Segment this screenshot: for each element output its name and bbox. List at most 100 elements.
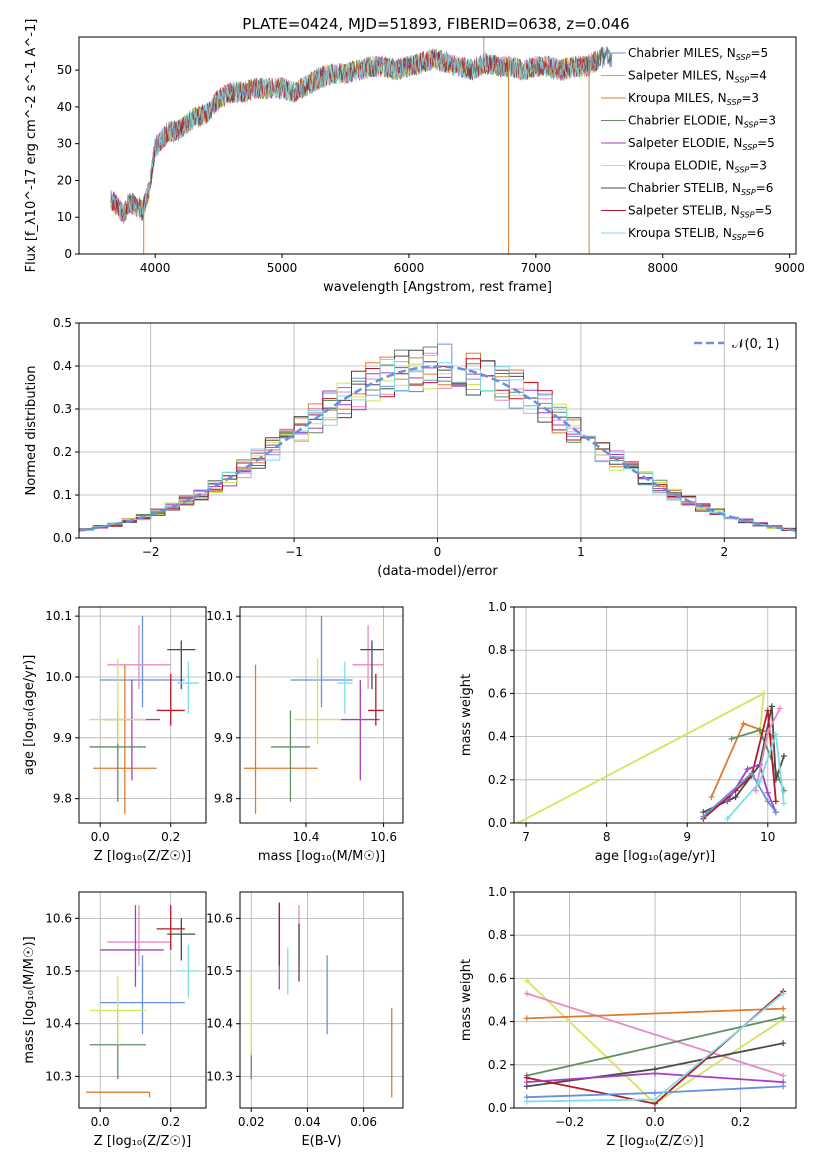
x-axis-label: mass [log₁₀(M/M☉)] <box>258 849 385 864</box>
weight-marker <box>768 703 775 710</box>
y-tick-label: 10.6 <box>206 911 233 925</box>
x-tick-label: 1 <box>577 545 585 559</box>
legend-label: Kroupa ELODIE, NSSP=3 <box>628 159 767 175</box>
weight-marker <box>756 727 763 734</box>
weight-marker <box>764 789 771 796</box>
histogram-series <box>79 367 796 533</box>
x-tick-label: 0.0 <box>91 830 110 844</box>
axes-frame <box>78 36 797 255</box>
y-tick-label: 0.8 <box>488 643 507 657</box>
x-tick-label: 0.02 <box>238 1115 265 1129</box>
x-tick-label: 0.06 <box>350 1115 377 1129</box>
y-tick-label: 9.9 <box>53 731 72 745</box>
y-tick-label: 0.2 <box>488 773 507 787</box>
y-tick-label: 9.9 <box>214 731 233 745</box>
weight-marker <box>728 735 735 742</box>
y-tick-label: 1.0 <box>488 600 507 614</box>
x-tick-label: 10.6 <box>370 830 397 844</box>
plot-area <box>110 37 613 254</box>
weight-marker <box>523 1098 530 1105</box>
axes-frame <box>78 606 207 824</box>
histogram-series <box>79 355 796 533</box>
y-tick-label: 10.3 <box>206 1069 233 1083</box>
x-tick-label: 8000 <box>647 261 678 275</box>
axes-weight_vs_age: 7 8 9 10 0.0 0.2 0.4 0.6 0.8 1.0 age [log₁₀(age/yr… <box>459 600 797 864</box>
normal-curve <box>79 365 796 532</box>
legend-label: Chabrier ELODIE, NSSP=3 <box>628 114 776 130</box>
y-tick-label: 30 <box>57 137 72 151</box>
weight-marker <box>724 815 731 822</box>
y-tick-label: 0.2 <box>53 445 72 459</box>
axes-age_vs_mass: 10.4 10.6 9.8 9.9 10.0 10.1 mass [log₁₀(M/M☉)] <box>206 606 404 864</box>
y-tick-label: 10.0 <box>206 670 233 684</box>
y-tick-label: 10.6 <box>45 911 72 925</box>
legend-label: Kroupa STELIB, NSSP=6 <box>628 226 764 242</box>
weight-marker <box>740 720 747 727</box>
y-axis-label: mass weight <box>459 959 474 1041</box>
y-axis-label: age [log₁₀(age/yr)] <box>22 655 37 776</box>
x-tick-label: 5000 <box>267 261 298 275</box>
x-tick-label: 0.2 <box>161 830 180 844</box>
weight-marker <box>744 766 751 772</box>
axes-mass_vs_Z: 0.0 0.2 10.3 10.4 10.5 10.6 Z [log₁₀(Z/Z☉)] mas… <box>22 891 207 1149</box>
x-tick-label: 0.0 <box>645 1115 664 1129</box>
y-tick-label: 10.1 <box>45 609 72 623</box>
y-tick-label: 10.3 <box>45 1069 72 1083</box>
x-axis-label: Z [log₁₀(Z/Z☉)] <box>606 1134 703 1149</box>
legend-label: 𝒩(0, 1) <box>732 337 779 352</box>
legend: Chabrier MILES, NSSP=5 Salpeter MILES, NS… <box>601 46 776 242</box>
y-tick-label: 10.1 <box>206 609 233 623</box>
weight-marker <box>708 794 715 801</box>
plot-area <box>515 690 787 823</box>
axes-frame <box>513 891 797 1109</box>
histogram-series <box>79 352 796 532</box>
weight-marker <box>523 977 530 984</box>
y-tick-label: 20 <box>57 173 72 187</box>
x-tick-label: 0.04 <box>294 1115 321 1129</box>
weight-series <box>702 706 785 814</box>
weight-marker <box>764 798 771 805</box>
y-tick-label: 0.1 <box>53 488 72 502</box>
x-tick-label: −0.2 <box>555 1115 584 1129</box>
weight-marker <box>780 1005 787 1012</box>
legend-label: Salpeter ELODIE, NSSP=5 <box>628 136 775 152</box>
x-tick-label: 4000 <box>140 261 171 275</box>
x-tick-label: 0.2 <box>161 1115 180 1129</box>
y-tick-label: 9.8 <box>53 792 72 806</box>
weight-marker <box>732 794 739 801</box>
weight-marker <box>780 1083 787 1090</box>
weight-marker <box>523 1015 530 1022</box>
x-tick-label: 9 <box>683 830 691 844</box>
x-tick-label: 0.0 <box>91 1115 110 1129</box>
x-axis-label: E(B-V) <box>301 1134 341 1149</box>
y-tick-label: 10.4 <box>45 1017 72 1031</box>
weight-marker <box>764 729 771 736</box>
x-tick-label: 7 <box>522 830 530 844</box>
weight-marker <box>780 800 787 807</box>
x-tick-label: 0.2 <box>731 1115 750 1129</box>
weight-marker <box>752 787 759 794</box>
axes-frame <box>239 606 404 824</box>
weight-marker <box>772 731 779 738</box>
axes-weight_vs_Z: −0.2 0.0 0.2 0.0 0.2 0.4 0.6 0.8 1.0 Z [log₁₀(Z/Z… <box>459 885 797 1149</box>
weight-marker <box>780 1072 787 1079</box>
y-axis-label: Flux [f_λ10^-17 erg cm^-2 s^-1 A^-1] <box>24 19 39 273</box>
legend-label: Chabrier STELIB, NSSP=6 <box>628 181 773 197</box>
y-tick-label: 0.6 <box>488 971 507 985</box>
histogram-series <box>79 343 796 533</box>
axes-spectrum: 4000 5000 6000 7000 8000 9000 0 10 20 30 40 50 wavel… <box>24 19 805 295</box>
y-tick-label: 0.4 <box>53 359 72 373</box>
weight-marker <box>772 798 779 805</box>
y-tick-label: 10.5 <box>45 964 72 978</box>
weight-marker <box>523 990 530 997</box>
x-tick-label: −1 <box>285 545 303 559</box>
weight-series <box>526 1007 784 1020</box>
weight-marker <box>760 690 767 697</box>
y-tick-label: 0.8 <box>488 928 507 942</box>
histogram-series <box>79 346 796 532</box>
legend-label: Kroupa MILES, NSSP=3 <box>628 91 759 107</box>
x-axis-label: Z [log₁₀(Z/Z☉)] <box>94 1134 191 1149</box>
weight-series <box>702 771 777 818</box>
axes-frame <box>513 606 797 824</box>
